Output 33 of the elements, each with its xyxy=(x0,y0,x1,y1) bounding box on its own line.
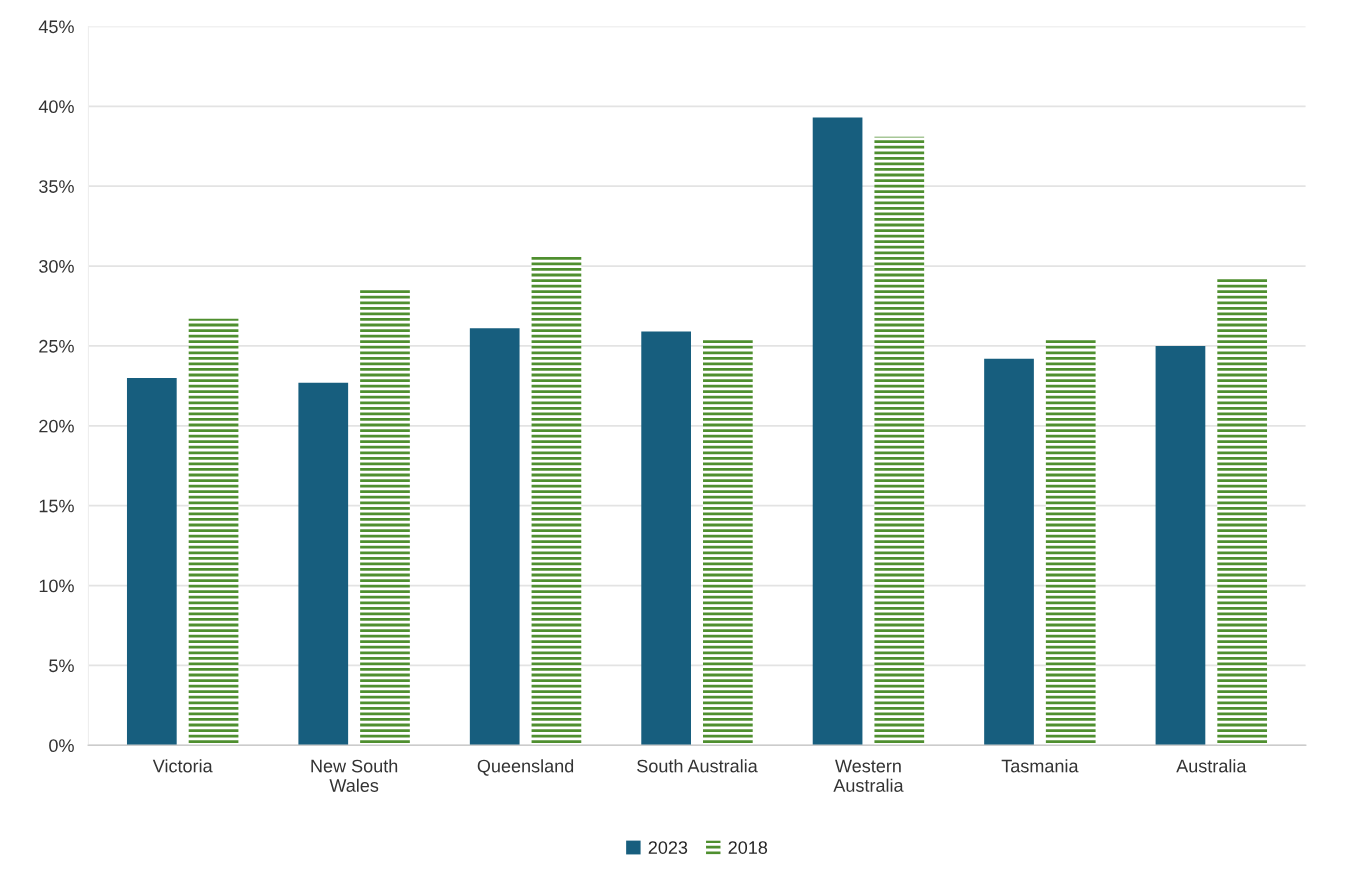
x-tick-label: Victoria xyxy=(152,759,213,773)
bar xyxy=(126,377,177,746)
y-tick-label: 35% xyxy=(39,180,74,193)
y-tick-label: 10% xyxy=(39,579,74,593)
x-tick-label: Queensland xyxy=(477,759,574,776)
x-tick-label: South Australia xyxy=(637,759,758,773)
bar xyxy=(984,358,1034,746)
bar xyxy=(1217,278,1268,746)
bar xyxy=(531,254,582,746)
x-tick-label: Australia xyxy=(1176,759,1247,773)
bar xyxy=(188,318,239,746)
y-tick-label: 0% xyxy=(49,739,74,753)
y-tick-label: 40% xyxy=(38,100,74,114)
y-tick-label: 25% xyxy=(39,339,74,353)
y-tick-label: 45% xyxy=(38,20,74,34)
legend-label: 2018 xyxy=(728,841,768,854)
bar xyxy=(1045,339,1096,746)
legend-label: 2023 xyxy=(648,841,688,854)
bar xyxy=(469,328,520,746)
bar xyxy=(360,290,410,746)
x-tick-label: Tasmania xyxy=(1001,759,1079,773)
y-tick-label: 15% xyxy=(39,499,74,513)
bar xyxy=(641,331,691,746)
bar xyxy=(703,339,753,746)
x-tick-label: New South Wales xyxy=(311,759,398,792)
y-tick-label: 30% xyxy=(39,260,74,273)
y-tick-label: 5% xyxy=(49,659,74,673)
bar xyxy=(298,382,349,746)
x-tick-label: Western Australia xyxy=(833,759,904,792)
bar xyxy=(874,136,925,746)
bar xyxy=(1155,345,1206,746)
bar xyxy=(812,117,863,746)
y-tick-label: 20% xyxy=(39,419,74,433)
